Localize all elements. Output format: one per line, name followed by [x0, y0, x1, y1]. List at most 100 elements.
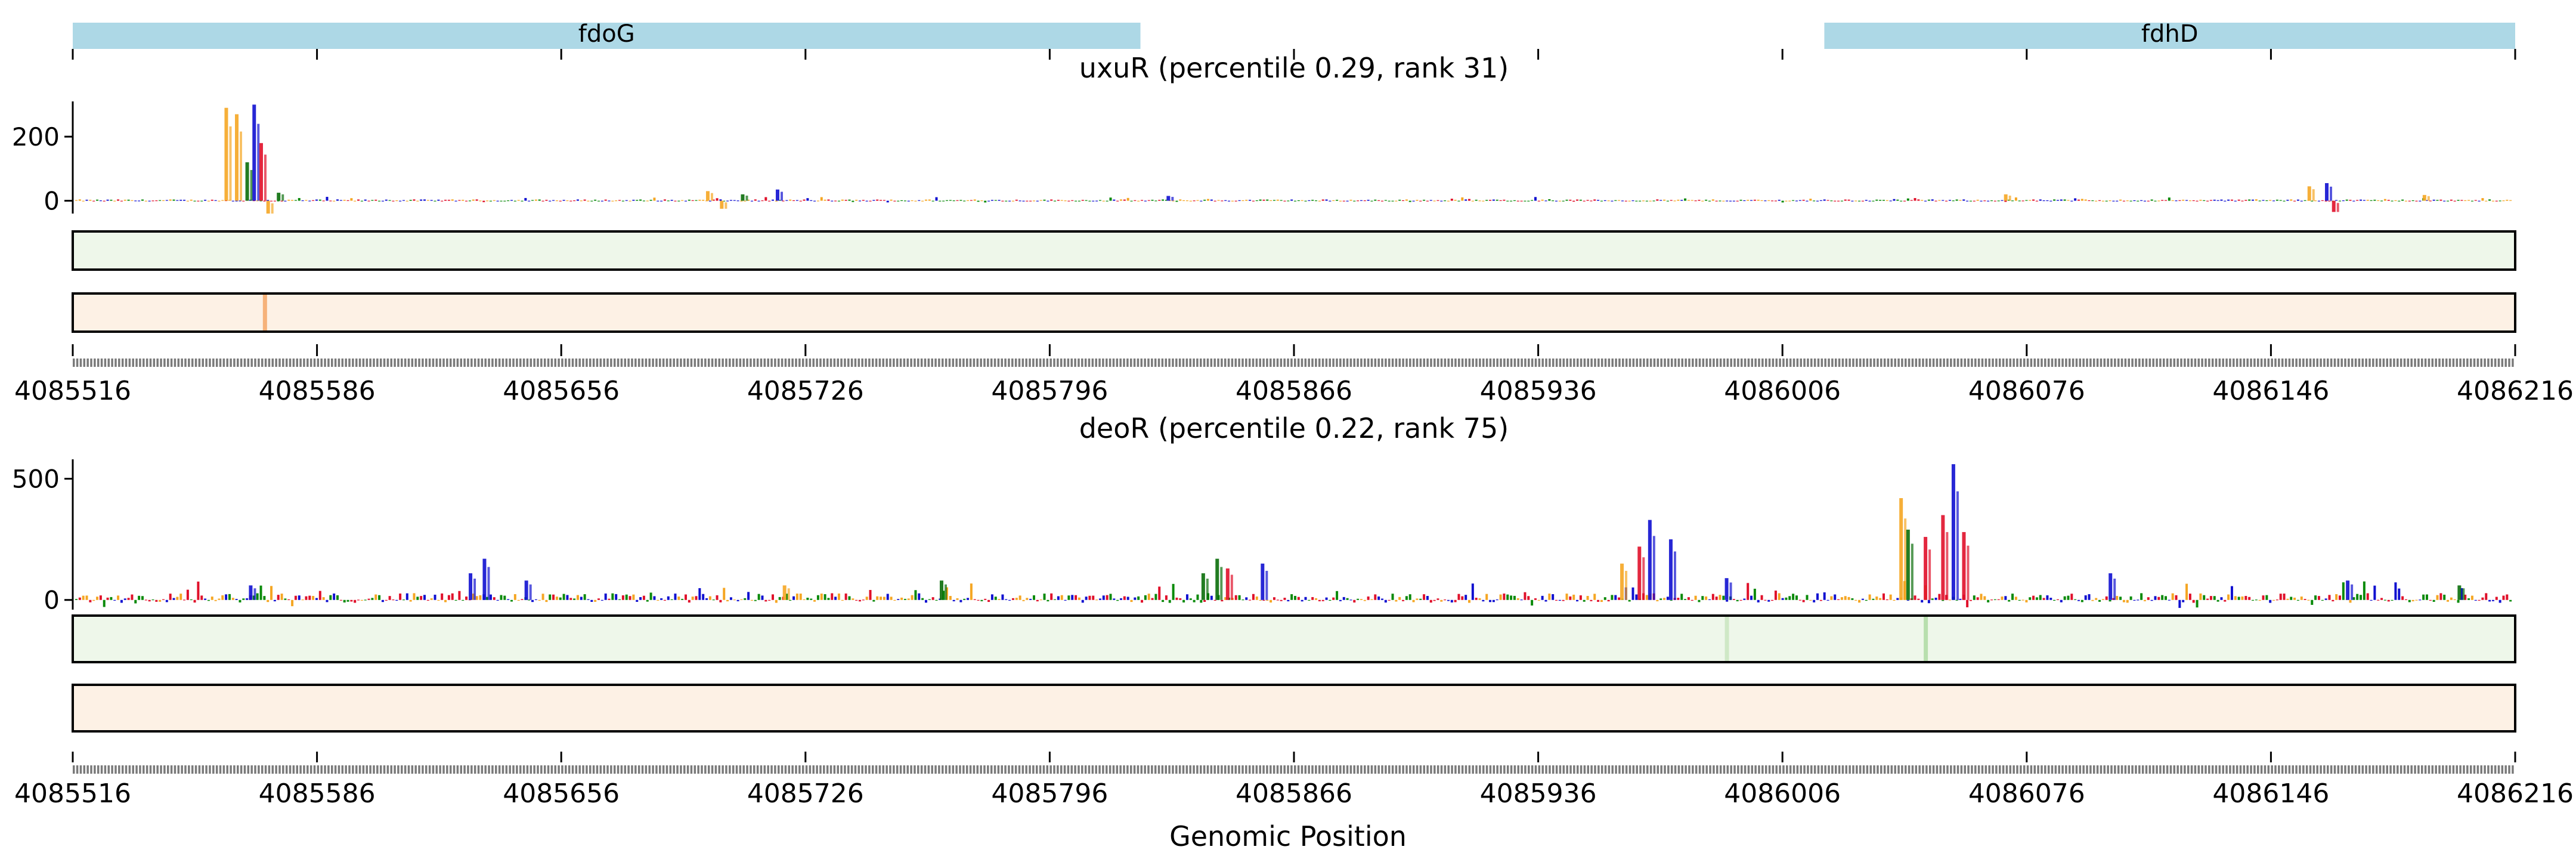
sequence-base	[79, 765, 82, 774]
sequence-base	[1719, 359, 1722, 367]
sequence-base	[1521, 359, 1523, 367]
logo-bar	[1760, 200, 1763, 201]
logo-bar	[1917, 598, 1920, 600]
logo-bar	[462, 199, 465, 201]
sequence-base	[680, 765, 682, 774]
logo-bar	[569, 200, 572, 202]
logo-bar	[764, 197, 767, 201]
logo-bar	[364, 199, 367, 201]
logo-bar	[726, 600, 729, 602]
logo-bar	[2509, 600, 2512, 602]
sequence-base	[1178, 765, 1181, 774]
logo-bar	[2286, 199, 2289, 201]
sequence-base	[586, 765, 588, 774]
logo-bar	[1381, 598, 1383, 600]
logo-bar	[653, 596, 656, 600]
logo-bar	[2342, 200, 2345, 202]
logo-bar	[1781, 200, 1784, 203]
sequence-base	[1869, 765, 1872, 774]
sequence-base	[1329, 765, 1332, 774]
sequence-base	[760, 765, 763, 774]
sequence-base	[1981, 359, 1984, 367]
logo-bar	[2049, 598, 2052, 600]
sequence-base	[188, 359, 190, 367]
sequence-base	[2316, 765, 2318, 774]
logo-bar	[1510, 595, 1513, 600]
logo-bar	[1185, 200, 1188, 202]
logo-bar	[559, 200, 562, 202]
logo-bar	[1266, 600, 1269, 601]
x-tick-label: 4086146	[2212, 376, 2329, 406]
sequence-base	[2393, 765, 2395, 774]
logo-bar	[280, 200, 283, 202]
sequence-base	[233, 359, 236, 367]
logo-bar	[210, 199, 213, 201]
sequence-base	[174, 765, 177, 774]
sequence-base	[2508, 359, 2510, 367]
logo-bar	[1503, 593, 1506, 600]
logo-bar	[789, 199, 792, 201]
logo-bar	[1858, 200, 1861, 202]
sequence-base	[2065, 359, 2067, 367]
sequence-base	[2061, 765, 2064, 774]
sequence-base	[1297, 765, 1300, 774]
sequence-base	[2344, 359, 2346, 367]
logo-bar	[750, 600, 753, 601]
logo-bar	[2296, 199, 2299, 201]
logo-bar	[1419, 598, 1422, 600]
attribution-peak-shoulder	[2462, 588, 2465, 600]
attribution-peak-shoulder	[2351, 584, 2354, 600]
sequence-base	[816, 765, 818, 774]
sequence-base	[2169, 765, 2172, 774]
sequence-base	[1360, 359, 1363, 367]
sequence-base	[1852, 359, 1854, 367]
logo-bar	[1711, 594, 1714, 600]
sequence-base	[1140, 765, 1143, 774]
sequence-base	[2358, 359, 2361, 367]
sequence-base	[1653, 765, 1656, 774]
logo-bar	[1840, 200, 1843, 202]
sequence-base	[156, 765, 159, 774]
logo-bar	[2377, 600, 2380, 601]
logo-bar	[900, 597, 903, 600]
logo-bar	[1259, 600, 1262, 601]
logo-bar	[918, 593, 921, 600]
sequence-base	[714, 359, 717, 367]
sequence-base	[2222, 359, 2224, 367]
sequence-base	[1925, 765, 1928, 774]
sequence-base	[1824, 359, 1826, 367]
logo-bar	[1611, 595, 1614, 600]
sequence-base	[1140, 359, 1143, 367]
attribution-peak	[1941, 515, 1945, 600]
sequence-base	[258, 359, 260, 367]
logo-bar	[346, 600, 349, 602]
sequence-base	[1112, 359, 1115, 367]
logo-bar	[2168, 600, 2171, 601]
sequence-base	[1733, 765, 1736, 774]
sequence-base	[1950, 765, 1952, 774]
logo-bar	[823, 594, 826, 600]
logo-bar	[1311, 199, 1314, 201]
logo-bar	[897, 200, 900, 202]
logo-bar	[367, 598, 370, 600]
sequence-base	[634, 765, 637, 774]
sequence-base	[1088, 765, 1091, 774]
sequence-base	[1133, 765, 1136, 774]
logo-bar	[1036, 600, 1039, 602]
sequence-base	[617, 765, 620, 774]
logo-bar	[1889, 200, 1892, 202]
logo-bar	[1113, 598, 1116, 600]
sequence-base	[655, 359, 658, 367]
logo-bar	[2216, 600, 2219, 602]
sequence-base	[2208, 765, 2210, 774]
sequence-base	[219, 359, 222, 367]
sequence-base	[627, 765, 630, 774]
logo-bar	[513, 594, 516, 600]
logo-bar	[911, 200, 914, 202]
sequence-base	[1119, 765, 1122, 774]
logo-bar	[1207, 199, 1209, 201]
sequence-base	[1500, 765, 1502, 774]
sequence-base	[1873, 359, 1875, 367]
logo-bar	[252, 200, 255, 202]
logo-bar	[545, 600, 548, 602]
